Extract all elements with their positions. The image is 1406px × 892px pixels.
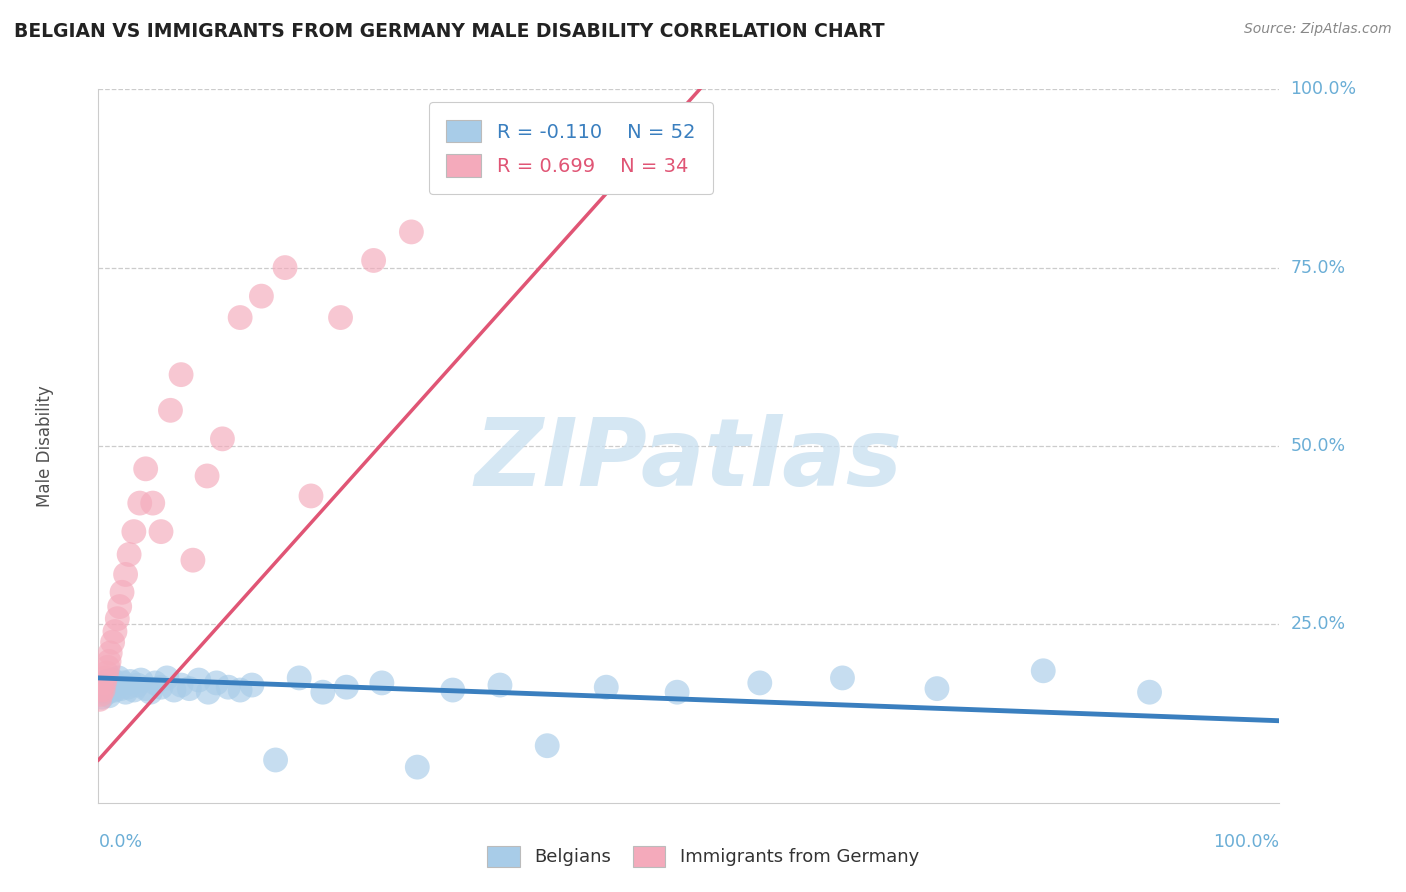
Point [122, 524, 145, 539]
Point [142, 496, 165, 510]
Point [150, 680, 173, 694]
Text: 100.0%: 100.0% [1291, 80, 1357, 98]
Point [312, 685, 335, 699]
Point [139, 685, 162, 699]
Point [371, 676, 394, 690]
Point [925, 681, 948, 696]
Point [217, 680, 239, 694]
Point [595, 680, 617, 694]
Text: Source: ZipAtlas.com: Source: ZipAtlas.com [1244, 22, 1392, 37]
Point [163, 683, 186, 698]
Point [91, 690, 114, 705]
Point [536, 739, 558, 753]
Point [299, 489, 322, 503]
Point [98, 676, 121, 690]
Point [91, 681, 114, 696]
Point [170, 368, 193, 382]
Point [114, 567, 136, 582]
Point [170, 678, 193, 692]
Text: 50.0%: 50.0% [1291, 437, 1346, 455]
Point [666, 685, 689, 699]
Point [91, 683, 114, 698]
Point [150, 524, 173, 539]
Point [112, 676, 135, 690]
Point [250, 289, 273, 303]
Point [98, 689, 121, 703]
Point [110, 681, 132, 696]
Point [97, 685, 120, 699]
Point [122, 683, 145, 698]
Point [1139, 685, 1161, 699]
Point [143, 676, 166, 690]
Point [156, 671, 179, 685]
Point [93, 676, 115, 690]
Point [363, 253, 385, 268]
Point [406, 760, 429, 774]
Point [104, 683, 127, 698]
Point [229, 310, 252, 325]
Point [129, 673, 152, 687]
Text: Male Disability: Male Disability [37, 385, 55, 507]
Point [105, 612, 128, 626]
Point [101, 673, 124, 687]
Text: 0.0%: 0.0% [98, 833, 142, 851]
Point [90, 687, 112, 701]
Point [111, 585, 134, 599]
Point [1032, 664, 1054, 678]
Point [288, 671, 311, 685]
Legend: Belgians, Immigrants from Germany: Belgians, Immigrants from Germany [479, 838, 927, 874]
Point [108, 599, 131, 614]
Point [104, 624, 127, 639]
Point [205, 676, 228, 690]
Text: ZIPatlas: ZIPatlas [475, 414, 903, 507]
Point [107, 671, 129, 685]
Point [96, 665, 118, 680]
Point [748, 676, 770, 690]
Point [101, 635, 124, 649]
Point [114, 685, 136, 699]
Point [90, 681, 112, 696]
Legend: R = -0.110    N = 52, R = 0.699    N = 34: R = -0.110 N = 52, R = 0.699 N = 34 [429, 103, 713, 194]
Point [120, 674, 142, 689]
Point [96, 674, 118, 689]
Point [105, 678, 128, 692]
Point [335, 680, 357, 694]
Point [229, 683, 252, 698]
Point [329, 310, 352, 325]
Point [240, 678, 263, 692]
Point [117, 680, 139, 694]
Point [94, 671, 117, 685]
Point [159, 403, 181, 417]
Point [127, 678, 149, 692]
Point [441, 683, 464, 698]
Point [489, 678, 512, 692]
Text: 25.0%: 25.0% [1291, 615, 1346, 633]
Point [274, 260, 297, 275]
Point [264, 753, 287, 767]
Point [89, 685, 111, 699]
Text: 75.0%: 75.0% [1291, 259, 1346, 277]
Point [97, 660, 120, 674]
Point [181, 553, 204, 567]
Point [135, 681, 157, 696]
Text: BELGIAN VS IMMIGRANTS FROM GERMANY MALE DISABILITY CORRELATION CHART: BELGIAN VS IMMIGRANTS FROM GERMANY MALE … [14, 22, 884, 41]
Point [91, 678, 114, 692]
Point [197, 685, 219, 699]
Point [89, 692, 111, 706]
Point [98, 655, 121, 669]
Point [94, 680, 117, 694]
Point [831, 671, 853, 685]
Point [211, 432, 233, 446]
Point [135, 462, 157, 476]
Point [401, 225, 423, 239]
Point [195, 469, 218, 483]
Point [93, 683, 115, 698]
Text: 100.0%: 100.0% [1213, 833, 1279, 851]
Point [179, 681, 201, 696]
Point [128, 496, 150, 510]
Point [98, 646, 121, 660]
Point [118, 548, 141, 562]
Point [187, 673, 209, 687]
